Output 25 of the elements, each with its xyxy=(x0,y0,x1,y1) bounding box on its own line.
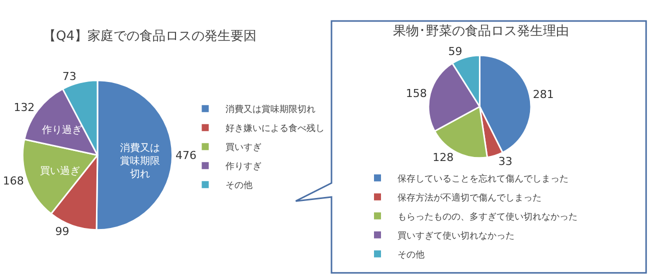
data-label: 476 xyxy=(176,149,197,162)
data-label: 99 xyxy=(55,224,70,238)
chart-title: 【Q4】家庭での食品ロスの発生要因 xyxy=(43,28,257,44)
text: 買い過ぎ xyxy=(40,166,80,177)
legend-label: 消費又は賞味期限切れ xyxy=(225,104,316,116)
data-label: 73 xyxy=(62,70,76,83)
data-label: 59 xyxy=(448,44,462,58)
data-label: 281 xyxy=(532,88,554,102)
legend-label: 買いすぎ xyxy=(225,143,262,154)
legend-label: その他 xyxy=(225,180,252,192)
data-label: 33 xyxy=(498,154,512,168)
legend-label: 作りすぎ xyxy=(224,161,262,172)
legend-label: 好き嫌いによる食べ残し xyxy=(225,123,324,134)
legend-label: もらったものの、多すぎて使い切れなかった xyxy=(398,211,578,222)
data-label: 132 xyxy=(14,101,35,114)
data-label: 168 xyxy=(2,174,24,188)
data-label: 128 xyxy=(432,151,454,164)
text: 消費又は賞味期限切れ xyxy=(120,142,160,180)
legend-label: 買いすぎて使い切れなかった xyxy=(398,230,514,242)
data-label: 158 xyxy=(406,86,427,100)
chart-title: 果物･野菜の食品ロス発生理由 xyxy=(393,24,569,39)
legend-label: 保存していることを忘れて傷んでしまった xyxy=(398,173,568,184)
text: 作り過ぎ xyxy=(41,125,82,136)
legend-label: その他 xyxy=(398,249,424,260)
legend-label: 保存方法が不適切で傷んでしまった xyxy=(398,192,542,204)
